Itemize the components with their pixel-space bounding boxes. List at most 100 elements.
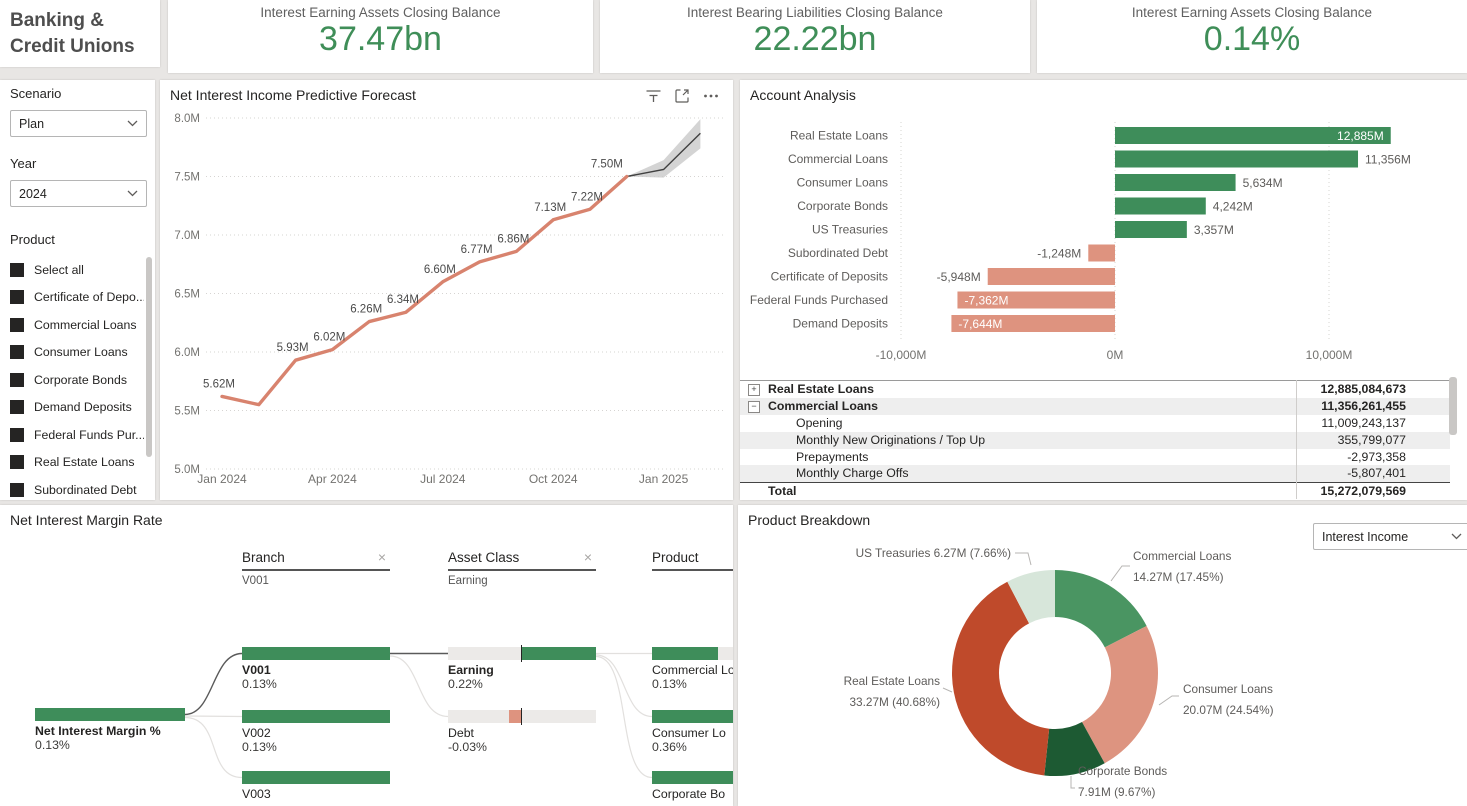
category-label: Subordinated Debt: [788, 246, 889, 260]
product-checkbox-item[interactable]: Real Estate Loans: [8, 449, 144, 477]
label-leader-line: [1070, 776, 1075, 789]
checkbox-checked-icon[interactable]: [10, 262, 24, 277]
tree-node[interactable]: Consumer Lo 0.36%: [652, 710, 733, 754]
data-point-label: 7.13M: [534, 202, 566, 214]
product-checkbox-item[interactable]: Subordinated Debt: [8, 476, 144, 500]
checkbox-checked-icon[interactable]: [10, 482, 24, 497]
slice-value-label: 14.27M (17.45%): [1133, 570, 1224, 584]
table-row[interactable]: Total 15,272,079,569: [740, 482, 1450, 500]
donut-slice[interactable]: [1044, 722, 1105, 776]
tree-node-bar[interactable]: [448, 645, 596, 662]
row-value: 12,885,084,673: [1320, 382, 1406, 396]
tree-node[interactable]: V002 0.13%: [242, 710, 390, 754]
measure-dropdown[interactable]: Interest Income: [1313, 523, 1467, 550]
bar[interactable]: [1115, 221, 1187, 238]
bar-value-label: -1,248M: [1037, 247, 1081, 261]
product-checkbox-item[interactable]: Certificate of Depo...: [8, 284, 144, 312]
more-options-icon[interactable]: [703, 89, 719, 103]
checkbox-checked-icon[interactable]: [10, 400, 24, 415]
tree-node-label: V001: [242, 663, 271, 677]
focus-mode-icon[interactable]: [675, 89, 689, 103]
remove-level-icon[interactable]: ×: [377, 549, 386, 565]
table-row[interactable]: + Real Estate Loans 12,885,084,673: [740, 381, 1450, 398]
category-label: Federal Funds Purchased: [750, 293, 888, 307]
product-checkbox-item[interactable]: Commercial Loans: [8, 311, 144, 339]
x-tick-label: Apr 2024: [308, 472, 357, 486]
bar[interactable]: [1115, 127, 1391, 144]
checkbox-checked-icon[interactable]: [10, 372, 24, 387]
collapse-icon[interactable]: −: [748, 400, 760, 413]
tree-node-label: Commercial Lo: [652, 663, 733, 677]
zero-marker: [520, 645, 523, 662]
category-label: Certificate of Deposits: [771, 270, 888, 284]
product-list-scrollbar[interactable]: [146, 257, 152, 457]
tree-node[interactable]: Earning 0.22%: [448, 645, 596, 691]
donut-slice[interactable]: [1055, 570, 1147, 648]
forecast-line[interactable]: [626, 132, 701, 178]
product-checkbox-item[interactable]: Demand Deposits: [8, 394, 144, 422]
table-row[interactable]: Monthly New Originations / Top Up 355,799…: [740, 431, 1450, 449]
remove-level-icon[interactable]: ×: [583, 549, 592, 565]
bar[interactable]: [1088, 244, 1115, 262]
scenario-dropdown[interactable]: Plan: [10, 110, 147, 137]
product-item-label: Consumer Loans: [34, 345, 128, 360]
tree-node[interactable]: V001 0.13%: [242, 647, 390, 691]
expand-icon[interactable]: +: [748, 384, 760, 396]
tree-node[interactable]: Corporate Bo: [652, 771, 733, 801]
bar[interactable]: [987, 268, 1115, 285]
checkbox-checked-icon[interactable]: [10, 427, 24, 442]
donut-slice[interactable]: [952, 581, 1050, 776]
filter-icon[interactable]: [646, 89, 661, 103]
donut-slice[interactable]: [1007, 570, 1055, 624]
tree-node-bar[interactable]: [242, 771, 390, 784]
table-row[interactable]: Prepayments -2,973,358: [740, 449, 1450, 466]
actual-line[interactable]: [220, 174, 629, 407]
tree-node-value: -0.03%: [448, 740, 487, 754]
table-row[interactable]: − Commercial Loans 11,356,261,455: [740, 397, 1450, 415]
checkbox-checked-icon[interactable]: [10, 290, 24, 305]
tree-connectors: [184, 652, 653, 779]
tree-node-bar[interactable]: [652, 771, 733, 784]
product-checkbox-item[interactable]: Corporate Bonds: [8, 366, 144, 394]
year-dropdown[interactable]: 2024: [10, 180, 147, 207]
chevron-down-icon: [127, 190, 138, 197]
bar[interactable]: [957, 291, 1115, 309]
bar-segment: [652, 647, 718, 660]
bar[interactable]: [1115, 150, 1359, 168]
tree-node-bar[interactable]: [652, 647, 733, 660]
table-row[interactable]: Monthly Charge Offs -5,807,401: [740, 465, 1450, 483]
tree-node-bar[interactable]: [242, 710, 390, 723]
forecast-panel: Net Interest Income Predictive Forecast …: [160, 80, 733, 500]
checkbox-checked-icon[interactable]: [10, 455, 24, 470]
product-item-label: Select all: [34, 262, 84, 277]
level-underline: [242, 569, 390, 571]
bar[interactable]: [951, 315, 1115, 332]
product-checkbox-item[interactable]: Select all: [8, 256, 144, 284]
product-checkbox-item[interactable]: Consumer Loans: [8, 339, 144, 367]
tree-node-bar[interactable]: [652, 710, 733, 723]
tree-node[interactable]: Commercial Lo 0.13%: [652, 647, 733, 691]
level-label: Branch: [242, 550, 285, 565]
product-checkbox-item[interactable]: Federal Funds Pur...: [8, 421, 144, 449]
bar[interactable]: [1115, 197, 1206, 215]
tree-node[interactable]: V003: [242, 771, 390, 801]
level-label: Product: [652, 550, 699, 565]
checkbox-checked-icon[interactable]: [10, 345, 24, 360]
data-point-label: 5.93M: [277, 342, 309, 354]
x-tick-label: -10,000M: [876, 348, 927, 362]
bar-value-label: 12,885M: [1337, 129, 1384, 143]
bar[interactable]: [1115, 174, 1236, 191]
donut-slice[interactable]: [1082, 625, 1158, 764]
tree-node-bar[interactable]: [448, 708, 596, 725]
category-label: Commercial Loans: [788, 152, 888, 166]
tree-node[interactable]: Debt -0.03%: [448, 708, 596, 754]
table-scrollbar[interactable]: [1449, 377, 1457, 435]
x-tick-label: 10,000M: [1306, 348, 1353, 362]
checkbox-checked-icon[interactable]: [10, 317, 24, 332]
data-point-label: 6.77M: [461, 244, 493, 256]
table-row[interactable]: Opening 11,009,243,137: [740, 415, 1450, 432]
tree-node-bar[interactable]: [242, 647, 390, 660]
tree-node-label: V002: [242, 726, 271, 740]
tree-node[interactable]: Net Interest Margin % 0.13%: [35, 708, 185, 752]
tree-node-bar[interactable]: [35, 708, 185, 721]
